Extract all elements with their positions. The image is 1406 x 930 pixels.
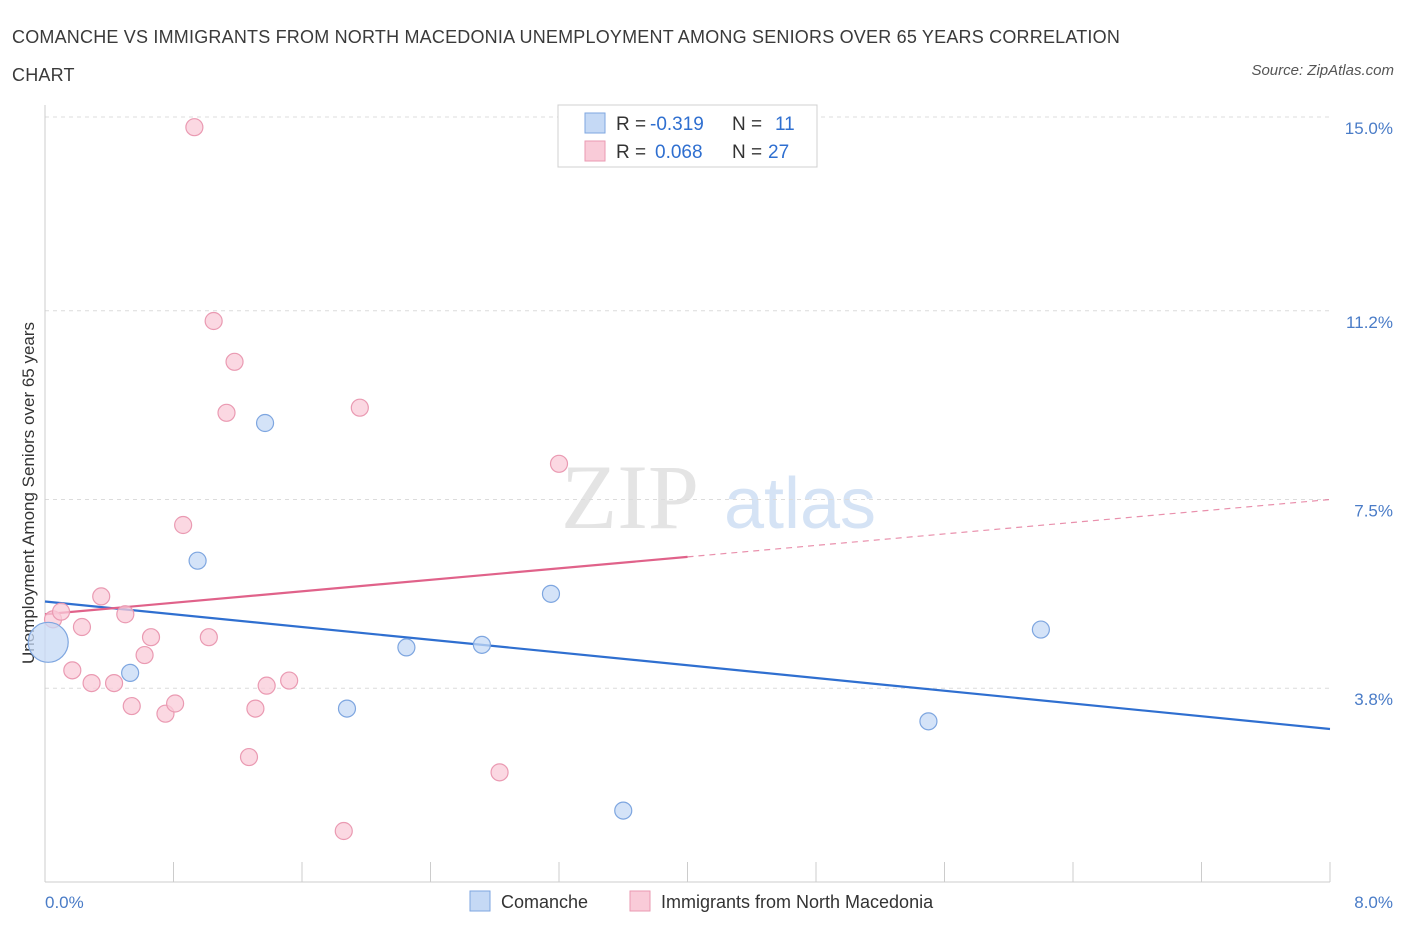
point-macedonia [257,676,276,695]
gridlines [45,116,1330,689]
point-macedonia [204,311,223,331]
point-comanche [188,551,207,570]
x-tick-label-min: 0.0% [45,893,84,912]
point-macedonia [72,617,92,637]
watermark-atlas: atlas [724,464,876,544]
legend-r-label-2: R = [616,142,646,163]
point-comanche [255,413,275,433]
point-comanche [397,638,416,657]
point-comanche [614,801,633,820]
point-macedonia [334,821,353,841]
bottom-legend-swatch-macedonia [629,890,651,912]
data-points [27,118,1050,841]
y-tick-label: 11.2% [1346,313,1393,332]
legend-r-value-1: -0.319 [650,114,704,135]
point-comanche [337,699,357,718]
chart-title: COMANCHE VS IMMIGRANTS FROM NORTH MACEDO… [12,27,1121,85]
x-axis-ticks [173,862,1331,882]
point-macedonia [166,694,185,713]
trend-line-macedonia [44,555,688,616]
point-macedonia [63,661,82,680]
point-macedonia [141,628,161,647]
bottom-legend-swatch-comanche [469,890,491,912]
trend-lines [44,498,1331,731]
point-comanche [27,621,69,663]
point-macedonia [174,515,193,535]
point-macedonia [280,671,299,690]
legend-swatch-macedonia [584,140,606,162]
y-axis-title: Unemployment Among Seniors over 65 years [19,322,38,664]
legend-r-value-2: 0.068 [655,142,703,163]
point-macedonia [82,673,101,693]
point-macedonia [225,352,244,371]
bottom-legend-label-comanche: Comanche [501,892,588,912]
legend-n-label-2: N = [732,142,762,163]
point-macedonia [490,763,509,782]
point-macedonia [122,696,141,716]
source-label: Source: ZipAtlas.com [1251,62,1394,79]
y-tick-label: 7.5% [1354,502,1393,521]
correlation-legend: R = -0.319 N = 11 R = 0.068 N = 27 [557,104,818,168]
watermark-zip: ZIP [561,446,699,548]
point-comanche [541,584,561,603]
y-tick-label: 15.0% [1345,119,1393,138]
series-legend: Comanche Immigrants from North Macedonia [469,890,934,912]
point-comanche [472,635,491,654]
legend-n-value-2: 27 [768,142,789,163]
point-macedonia [549,454,569,473]
legend-r-label-1: R = [616,114,646,135]
point-macedonia [92,587,111,606]
point-macedonia [217,403,236,422]
point-macedonia [199,628,218,647]
point-macedonia [239,747,259,767]
x-tick-label-max: 8.0% [1354,893,1393,912]
point-macedonia [104,673,124,693]
y-tick-label: 3.8% [1354,690,1393,709]
point-comanche [121,663,140,683]
point-macedonia [51,602,71,621]
legend-n-label-1: N = [732,114,762,135]
y-tick-labels: 3.8% 7.5% 11.2% 15.0% [1345,119,1393,709]
point-macedonia [185,118,204,137]
point-macedonia [350,398,369,417]
point-macedonia [116,605,135,624]
legend-n-value-1: 11 [775,114,795,135]
trend-line-extension-macedonia [687,498,1331,558]
bottom-legend-label-macedonia: Immigrants from North Macedonia [661,892,934,912]
point-comanche [919,712,938,731]
point-macedonia [246,699,265,718]
legend-swatch-comanche [584,112,606,134]
point-comanche [1031,620,1050,639]
trend-line-comanche [44,600,1331,731]
point-macedonia [135,645,154,665]
